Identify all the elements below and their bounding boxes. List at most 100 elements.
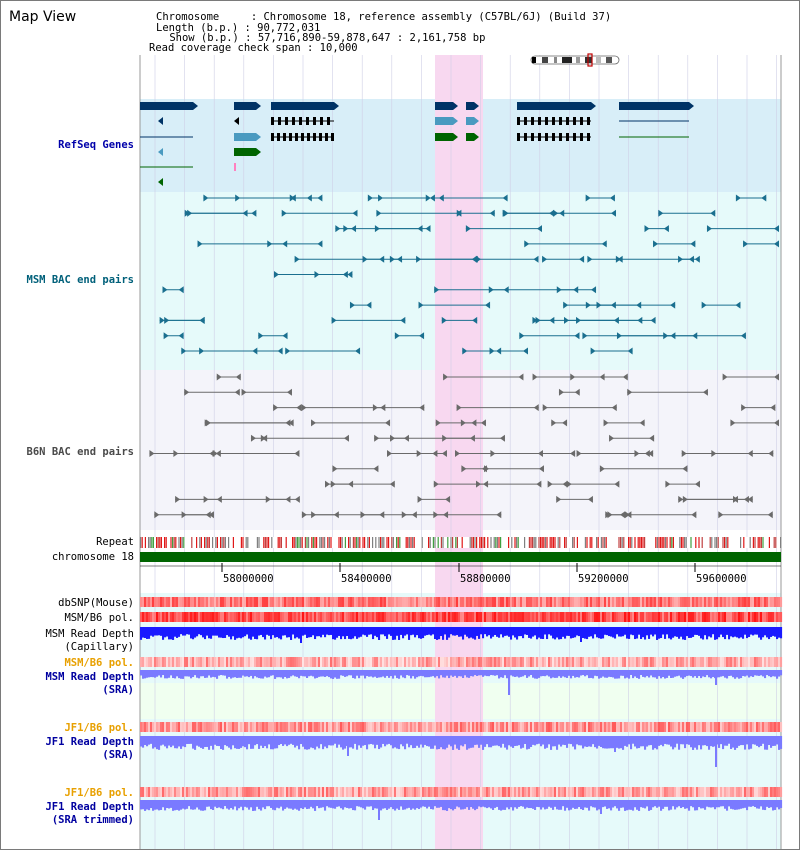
label-repeat[interactable]: Repeat <box>96 536 134 548</box>
heat-cell <box>458 597 461 607</box>
label-b6n-bac[interactable]: B6N BAC end pairs <box>26 446 134 458</box>
label-msm-b6-pol-sra[interactable]: MSM/B6 pol. <box>64 657 134 669</box>
end-marker <box>585 194 591 202</box>
depth-bar <box>296 627 299 638</box>
repeat-element <box>380 537 382 548</box>
label-refseq-genes[interactable]: RefSeq Genes <box>58 139 134 151</box>
repeat-element <box>152 537 154 548</box>
heat-cell <box>672 612 675 622</box>
depth-bar <box>346 627 349 636</box>
heat-cell <box>430 597 433 607</box>
depth-bar <box>150 627 153 636</box>
depth-bar <box>488 627 491 636</box>
heat-cell <box>338 612 341 622</box>
heat-cell <box>750 722 753 732</box>
heat-cell <box>624 787 627 797</box>
depth-bar <box>534 627 537 636</box>
depth-bar <box>292 800 295 810</box>
heat-cell <box>184 657 187 667</box>
depth-bar <box>776 627 779 640</box>
depth-bar <box>466 627 469 637</box>
heat-cell <box>704 657 707 667</box>
depth-bar <box>342 670 345 676</box>
msm-bac-track[interactable] <box>159 194 779 355</box>
repeat-element <box>740 537 742 548</box>
end-marker <box>558 388 564 396</box>
heat-tracks[interactable] <box>140 597 783 797</box>
heat-cell <box>666 722 669 732</box>
repeat-element <box>245 537 247 548</box>
heat-cell <box>442 597 445 607</box>
heat-cell <box>544 657 547 667</box>
depth-bar <box>576 670 579 678</box>
repeat-element <box>508 537 510 548</box>
depth-bar <box>156 800 159 810</box>
heat-cell <box>534 722 537 732</box>
depth-bar <box>486 800 489 809</box>
heat-cell <box>612 657 615 667</box>
depth-bar <box>194 670 197 676</box>
repeat-element <box>204 537 206 548</box>
label-jf1-b6-pol-trim[interactable]: JF1/B6 pol. <box>64 787 134 799</box>
heat-cell <box>312 597 315 607</box>
label-jf1-b6-pol[interactable]: JF1/B6 pol. <box>64 722 134 734</box>
b6n-bac-track[interactable] <box>149 373 779 519</box>
label-jf1-depth[interactable]: JF1 Read Depth <box>45 736 134 748</box>
heat-cell <box>752 657 755 667</box>
heat-cell <box>328 722 331 732</box>
label-msm-depth-cap[interactable]: MSM Read Depth <box>45 628 134 640</box>
heat-cell <box>474 597 477 607</box>
label-jf1-depth-trim[interactable]: JF1 Read Depth <box>45 801 134 813</box>
heat-cell <box>498 722 501 732</box>
depth-bar <box>726 627 729 635</box>
label-msm-bac[interactable]: MSM BAC end pairs <box>26 274 134 286</box>
end-marker <box>438 194 444 202</box>
depth-bar <box>358 670 361 679</box>
gene-arrow <box>474 117 479 125</box>
heat-cell <box>414 597 417 607</box>
heat-cell <box>314 597 317 607</box>
heat-cell <box>766 612 769 622</box>
depth-bar <box>636 736 639 749</box>
depth-bar <box>594 670 597 676</box>
depth-tracks[interactable] <box>140 627 783 820</box>
heat-cell <box>644 787 647 797</box>
depth-bar <box>422 670 425 677</box>
label-msm-depth-sra[interactable]: MSM Read Depth <box>45 671 134 683</box>
depth-bar <box>718 800 721 808</box>
depth-bar <box>588 800 591 811</box>
depth-bar <box>774 670 777 677</box>
chromosome-bar[interactable] <box>140 552 781 562</box>
depth-bar <box>728 670 731 676</box>
depth-bar <box>374 627 377 636</box>
heat-cell <box>422 597 425 607</box>
repeat-element <box>151 537 153 548</box>
heat-cell <box>404 657 407 667</box>
depth-bar <box>354 670 357 679</box>
gene-block <box>140 102 193 110</box>
depth-bar <box>466 736 469 750</box>
heat-cell <box>546 722 549 732</box>
heat-cell <box>584 787 587 797</box>
heat-cell <box>258 722 261 732</box>
repeat-track[interactable] <box>140 537 782 548</box>
depth-bar <box>522 627 525 639</box>
depth-bar <box>770 736 773 748</box>
refseq-genes-track[interactable] <box>140 102 694 186</box>
heat-cell <box>194 787 197 797</box>
depth-bar <box>360 736 363 748</box>
exon <box>538 133 541 141</box>
depth-bar <box>302 627 305 636</box>
heat-cell <box>670 722 673 732</box>
heat-cell <box>618 722 621 732</box>
heat-cell <box>362 722 365 732</box>
heat-cell <box>226 787 229 797</box>
heat-cell <box>754 612 757 622</box>
heat-cell <box>282 612 285 622</box>
label-dbsnp[interactable]: dbSNP(Mouse) <box>58 597 134 609</box>
depth-bar <box>222 670 225 676</box>
chromosome-ideogram-icon[interactable] <box>530 53 622 67</box>
label-msm-b6-pol[interactable]: MSM/B6 pol. <box>64 612 134 624</box>
depth-bar <box>342 736 345 750</box>
